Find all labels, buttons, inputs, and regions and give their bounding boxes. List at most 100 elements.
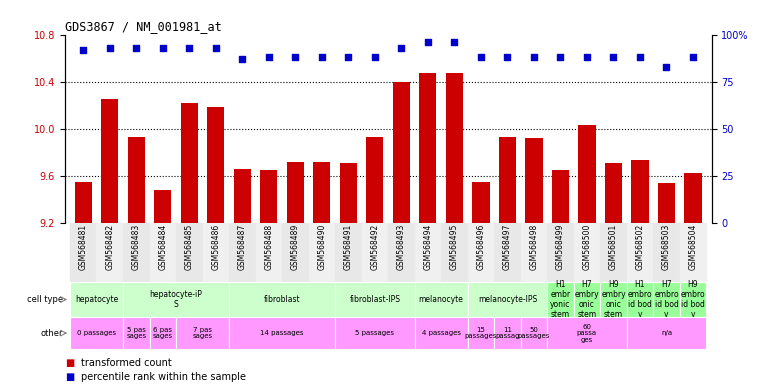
- Text: 7 pas
sages: 7 pas sages: [193, 327, 212, 339]
- Bar: [229, 223, 256, 282]
- Bar: [149, 317, 176, 349]
- Text: 4 passages: 4 passages: [422, 330, 460, 336]
- Text: H9
embro
id bod
y: H9 embro id bod y: [680, 280, 705, 319]
- Text: 15
passages: 15 passages: [465, 327, 497, 339]
- Text: H7
embry
onic
stem: H7 embry onic stem: [575, 280, 599, 319]
- Text: GSM568502: GSM568502: [635, 224, 645, 270]
- Bar: [498, 137, 516, 223]
- Text: fibroblast: fibroblast: [264, 295, 301, 304]
- Bar: [547, 223, 574, 282]
- Bar: [229, 317, 335, 349]
- Text: GSM568503: GSM568503: [662, 224, 671, 270]
- Point: [289, 54, 301, 60]
- Bar: [335, 223, 361, 282]
- Bar: [578, 125, 596, 223]
- Text: hepatocyte-iP
S: hepatocyte-iP S: [150, 290, 202, 309]
- Point: [263, 54, 275, 60]
- Bar: [547, 282, 574, 317]
- Text: 5 pas
sages: 5 pas sages: [126, 327, 146, 339]
- Bar: [123, 223, 149, 282]
- Text: 6 pas
sages: 6 pas sages: [153, 327, 173, 339]
- Text: 0 passages: 0 passages: [77, 330, 116, 336]
- Bar: [473, 182, 489, 223]
- Point: [528, 54, 540, 60]
- Point: [448, 39, 460, 45]
- Bar: [361, 223, 388, 282]
- Bar: [339, 163, 357, 223]
- Bar: [521, 317, 547, 349]
- Bar: [229, 282, 335, 317]
- Text: 50
passages: 50 passages: [517, 327, 550, 339]
- Text: GSM568491: GSM568491: [344, 224, 353, 270]
- Bar: [658, 183, 675, 223]
- Text: GSM568494: GSM568494: [423, 224, 432, 270]
- Text: ■: ■: [65, 358, 74, 368]
- Bar: [287, 162, 304, 223]
- Text: GSM568490: GSM568490: [317, 224, 326, 270]
- Bar: [123, 317, 149, 349]
- Point: [501, 54, 514, 60]
- Bar: [234, 169, 251, 223]
- Text: 14 passages: 14 passages: [260, 330, 304, 336]
- Point: [422, 39, 434, 45]
- Text: GSM568496: GSM568496: [476, 224, 486, 270]
- Bar: [547, 317, 627, 349]
- Bar: [207, 108, 224, 223]
- Bar: [393, 82, 410, 223]
- Bar: [314, 162, 330, 223]
- Bar: [441, 223, 468, 282]
- Text: n/a: n/a: [661, 330, 672, 336]
- Text: GSM568481: GSM568481: [78, 224, 88, 270]
- Bar: [176, 223, 202, 282]
- Point: [236, 56, 248, 62]
- Text: fibroblast-IPS: fibroblast-IPS: [349, 295, 400, 304]
- Bar: [494, 317, 521, 349]
- Point: [475, 54, 487, 60]
- Text: H7
embro
id bod
y: H7 embro id bod y: [654, 280, 679, 319]
- Text: GSM568492: GSM568492: [371, 224, 379, 270]
- Text: GSM568489: GSM568489: [291, 224, 300, 270]
- Text: H9
embry
onic
stem: H9 embry onic stem: [601, 280, 626, 319]
- Text: GSM568498: GSM568498: [530, 224, 539, 270]
- Bar: [70, 223, 97, 282]
- Point: [183, 45, 196, 51]
- Text: GSM568484: GSM568484: [158, 224, 167, 270]
- Text: GSM568486: GSM568486: [212, 224, 220, 270]
- Point: [687, 54, 699, 60]
- Text: GSM568500: GSM568500: [582, 224, 591, 270]
- Bar: [388, 223, 415, 282]
- Bar: [149, 223, 176, 282]
- Point: [157, 45, 169, 51]
- Bar: [680, 223, 706, 282]
- Point: [607, 54, 619, 60]
- Text: hepatocyte: hepatocyte: [75, 295, 118, 304]
- Bar: [605, 163, 622, 223]
- Bar: [70, 282, 123, 317]
- Text: GSM568499: GSM568499: [556, 224, 565, 270]
- Bar: [684, 173, 702, 223]
- Bar: [468, 317, 494, 349]
- Bar: [256, 223, 282, 282]
- Bar: [176, 317, 229, 349]
- Point: [634, 54, 646, 60]
- Point: [210, 45, 222, 51]
- Bar: [600, 282, 627, 317]
- Text: H1
embro
id bod
y: H1 embro id bod y: [628, 280, 652, 319]
- Point: [661, 63, 673, 70]
- Text: H1
embr
yonic
stem: H1 embr yonic stem: [550, 280, 571, 319]
- Point: [77, 46, 89, 53]
- Bar: [525, 138, 543, 223]
- Bar: [282, 223, 308, 282]
- Text: 5 passages: 5 passages: [355, 330, 394, 336]
- Text: transformed count: transformed count: [81, 358, 172, 368]
- Bar: [202, 223, 229, 282]
- Text: 11
passag: 11 passag: [495, 327, 520, 339]
- Bar: [180, 103, 198, 223]
- Point: [103, 45, 116, 51]
- Bar: [653, 223, 680, 282]
- Bar: [260, 170, 278, 223]
- Text: ■: ■: [65, 372, 74, 382]
- Bar: [446, 73, 463, 223]
- Bar: [75, 182, 92, 223]
- Point: [316, 54, 328, 60]
